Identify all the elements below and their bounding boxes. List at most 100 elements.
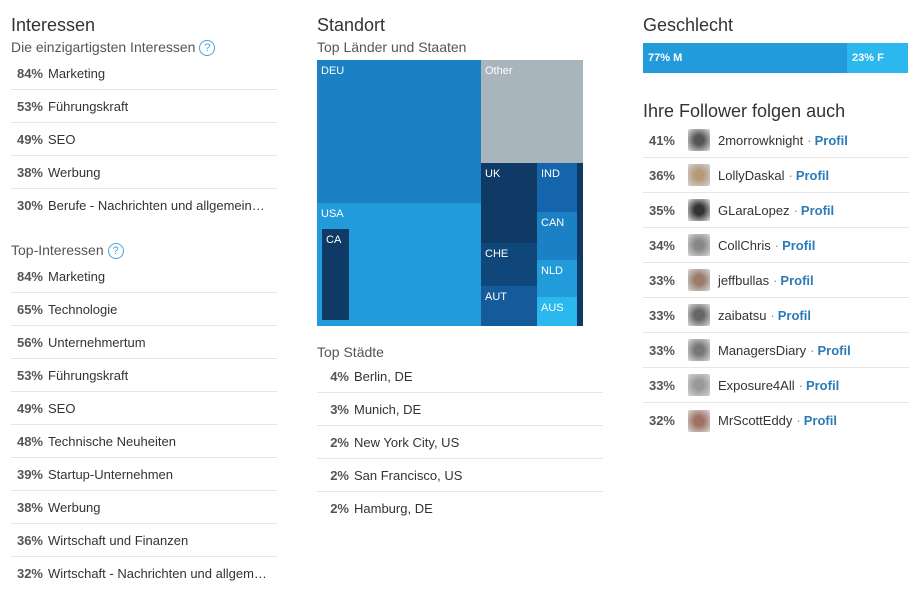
top-interests-list: 84% Marketing 65% Technologie 56% Unternehmer… [11,260,277,590]
follower-name[interactable]: LollyDaskal [718,167,785,183]
profile-link[interactable]: Profil [814,132,848,148]
treemap-cell-ind[interactable]: IND [537,163,577,212]
list-item[interactable]: 53% Führungskraft [11,359,277,392]
profile-link[interactable]: Profil [782,237,816,253]
follower-name[interactable]: zaibatsu [718,307,767,323]
top-interests-label: Top-Interessen [11,242,104,258]
avatar[interactable] [688,409,710,432]
list-item[interactable]: 2% Hamburg, DE [317,492,603,525]
item-percent: 33% [648,377,675,393]
list-item[interactable]: 4% Berlin, DE [317,360,603,393]
item-label: New York City, US [354,434,460,450]
follower-item: 33% Exposure4All · Profil [643,368,909,403]
treemap-cell-deu[interactable]: DEU [317,60,481,203]
follower-item: 35% GLaraLopez · Profil [643,193,909,228]
avatar[interactable] [688,269,710,291]
profile-link[interactable]: Profil [777,307,811,323]
avatar[interactable] [688,304,710,326]
item-percent: 3% [330,401,349,417]
list-item[interactable]: 84% Marketing [11,260,277,293]
follower-name[interactable]: jeffbullas [718,272,770,288]
follower-item: 33% jeffbullas · Profil [643,263,909,298]
item-percent: 32% [16,566,43,581]
avatar[interactable] [688,129,710,151]
avatar[interactable] [688,339,710,361]
item-percent: 33% [648,272,675,288]
profile-link[interactable]: Profil [800,202,835,218]
help-icon[interactable]: ? [199,40,216,56]
item-percent: 65% [16,301,43,317]
treemap-cell-nld[interactable]: NLD [537,260,577,297]
list-item[interactable]: 2% San Francisco, US [317,459,603,492]
item-percent: 56% [16,334,43,350]
treemap-cell-small[interactable] [577,163,583,326]
separator: · [788,167,793,183]
item-percent: 4% [330,368,349,384]
separator: · [810,342,815,358]
item-percent: 36% [16,532,43,548]
list-item[interactable]: 84% Marketing [11,57,277,90]
help-icon[interactable]: ? [107,243,124,259]
list-item[interactable]: 38% Werbung [11,491,277,524]
item-label: Hamburg, DE [354,501,433,516]
list-item[interactable]: 53% Führungskraft [11,90,277,123]
follower-name[interactable]: Exposure4All [718,377,795,393]
list-item[interactable]: 38% Werbung [11,156,277,189]
list-item[interactable]: 2% New York City, US [317,426,603,459]
list-item[interactable]: 30% Berufe - Nachrichten und allgemein… [11,189,277,222]
item-label: Marketing [48,65,106,81]
avatar[interactable] [688,164,710,186]
separator: · [793,202,798,218]
follower-item: 41% 2morrowknight · Profil [643,123,909,158]
treemap-cell-che[interactable]: CHE [481,243,537,286]
separator: · [773,272,778,288]
follower-name[interactable]: 2morrowknight [718,132,804,148]
avatar[interactable] [688,374,710,396]
item-label: Berufe - Nachrichten und allgemein… [48,198,265,213]
item-percent: 2% [330,434,349,450]
profile-link[interactable]: Profil [795,167,830,183]
item-label: Wirtschaft und Finanzen [48,532,189,548]
treemap-cell-other[interactable]: Other [481,60,583,163]
top-interests-title: Top-Interessen? [11,242,124,259]
avatar[interactable] [688,199,710,221]
follower-name[interactable]: ManagersDiary [718,342,807,358]
treemap-cell-can[interactable]: CAN [537,212,577,260]
list-item[interactable]: 48% Technische Neuheiten [11,425,277,458]
follower-name[interactable]: MrScottEddy [718,413,793,428]
profile-link[interactable]: Profil [805,377,840,393]
item-percent: 35% [648,202,675,218]
profile-link[interactable]: Profil [780,272,814,288]
list-item[interactable]: 39% Startup-Unternehmen [11,458,277,491]
item-label: Marketing [48,268,106,284]
list-item[interactable]: 49% SEO [11,123,277,156]
follower-name[interactable]: CollChris [718,237,771,253]
item-percent: 30% [16,198,43,213]
item-label: Führungskraft [48,98,129,114]
follower-item: 36% LollyDaskal · Profil [643,158,909,193]
item-percent: 84% [16,268,43,284]
treemap-cell-aus[interactable]: AUS [537,297,577,326]
separator: · [798,377,803,393]
follower-name[interactable]: GLaraLopez [718,202,790,218]
list-item[interactable]: 49% SEO [11,392,277,425]
follower-item: 32% MrScottEddy · Profil [643,403,909,438]
list-item[interactable]: 3% Munich, DE [317,393,603,426]
list-item[interactable]: 65% Technologie [11,293,277,326]
list-item[interactable]: 56% Unternehmertum [11,326,277,359]
item-percent: 53% [16,98,43,114]
list-item[interactable]: 36% Wirtschaft und Finanzen [11,524,277,557]
list-item[interactable]: 32% Wirtschaft - Nachrichten und allgem… [11,557,277,590]
profile-link[interactable]: Profil [803,413,837,428]
treemap-cell-uk[interactable]: UK [481,163,537,243]
avatar[interactable] [688,234,710,256]
separator: · [770,307,775,323]
follower-item: 33% ManagersDiary · Profil [643,333,909,368]
gender-male: 77% M [643,43,848,73]
profile-link[interactable]: Profil [817,342,851,358]
item-label: Startup-Unternehmen [48,466,174,482]
treemap-cell-ca[interactable]: CA [322,229,349,320]
treemap-cell-aut[interactable]: AUT [481,286,537,326]
separator: · [807,132,812,148]
separator: · [774,237,780,253]
